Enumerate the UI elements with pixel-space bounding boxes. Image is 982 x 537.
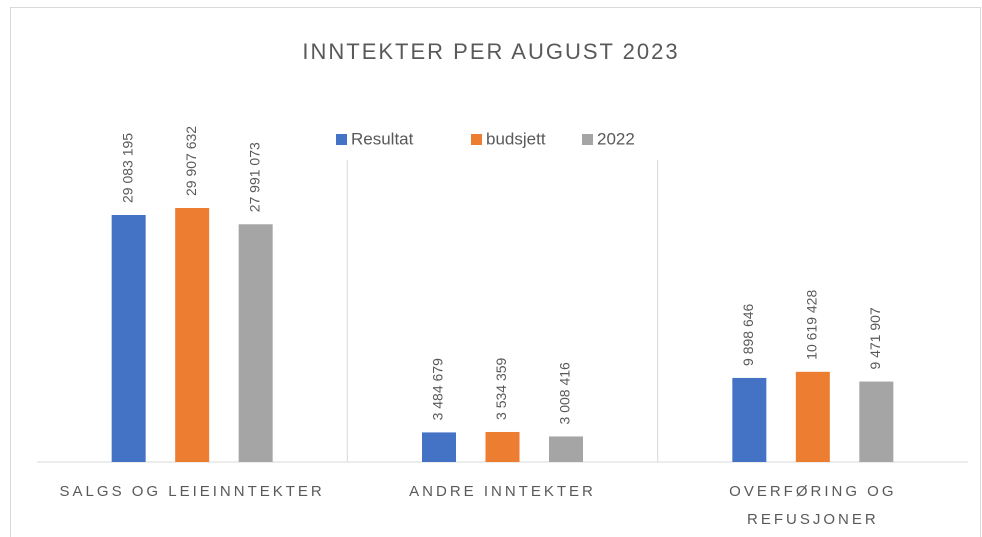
value-label: 27 991 073	[246, 142, 262, 212]
bar	[175, 208, 210, 462]
bar	[549, 436, 583, 462]
bar	[795, 371, 830, 462]
legend-swatch	[336, 134, 347, 145]
legend-swatch	[582, 134, 593, 145]
value-label: 29 083 195	[119, 133, 135, 203]
legend-label: Resultat	[351, 129, 414, 148]
bar	[238, 224, 273, 462]
bar	[732, 377, 767, 462]
x-tick-label: OVERFØRING OG REFUSJONER	[729, 483, 897, 528]
value-label: 3 484 679	[430, 358, 446, 420]
bar	[422, 432, 456, 462]
value-label: 3 534 359	[493, 357, 509, 419]
chart-title: INNTEKTER PER AUGUST 2023	[302, 39, 679, 64]
value-label: 10 619 428	[804, 290, 820, 360]
x-tick-label: SALGS OG LEIEINNTEKTER	[59, 483, 325, 500]
bar	[485, 431, 520, 462]
value-label: 29 907 632	[183, 126, 199, 196]
value-label: 9 898 646	[740, 303, 756, 365]
legend-label: budsjett	[486, 129, 546, 148]
bar	[111, 215, 146, 462]
legend-swatch	[471, 134, 482, 145]
value-label: 9 471 907	[867, 307, 883, 369]
bar	[859, 381, 894, 462]
legend-label: 2022	[597, 129, 635, 148]
chart-frame	[10, 7, 981, 537]
x-tick-label: ANDRE INNTEKTER	[409, 483, 596, 500]
value-label: 3 008 416	[557, 362, 573, 424]
